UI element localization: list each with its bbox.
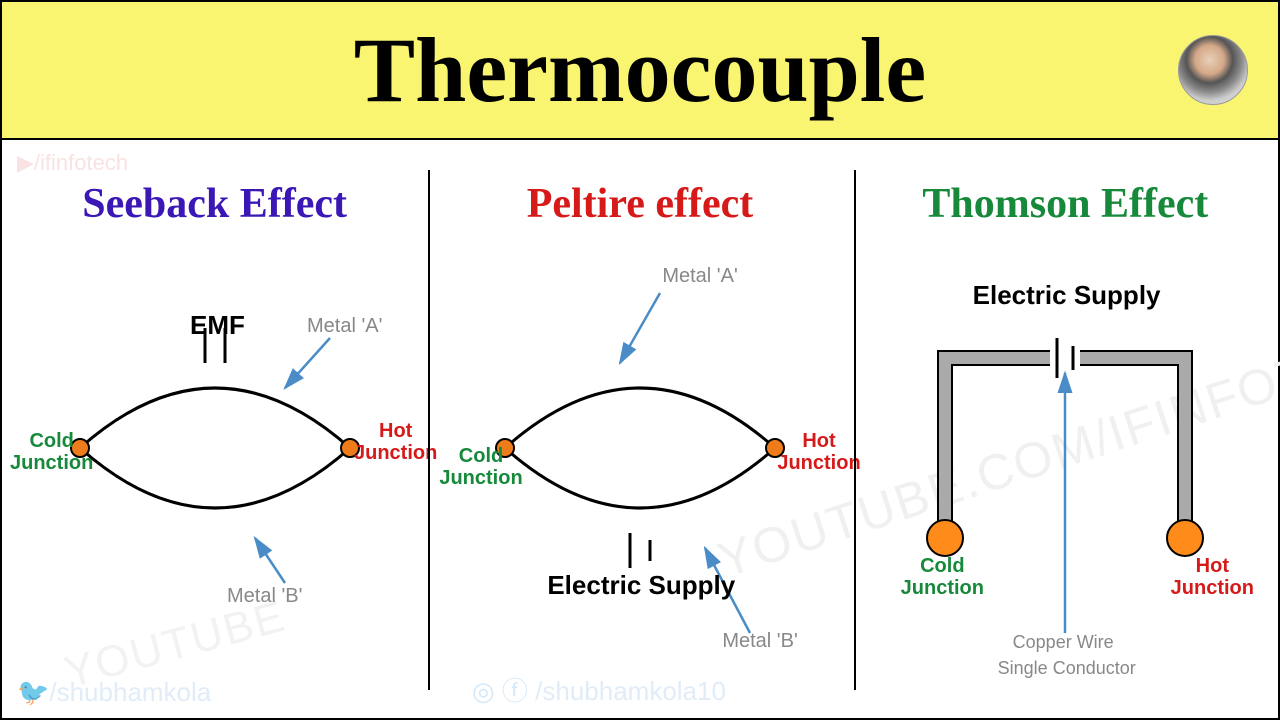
metal-a-label: Metal 'A' <box>307 315 382 338</box>
page-title: Thermocouple <box>354 17 926 123</box>
panel-thomson: Thomson Effect Electric Supply <box>853 140 1278 718</box>
single-conductor-label: Single Conductor <box>998 658 1136 679</box>
copper-wire-label: Copper Wire <box>1013 632 1114 653</box>
metal-b-label-p: Metal 'B' <box>722 630 797 653</box>
electric-supply-label-p: Electric Supply <box>547 570 735 601</box>
metal-b-label: Metal 'B' <box>227 585 302 608</box>
hot-junction-label-t: HotJunction <box>1171 555 1254 599</box>
hot-junction-label: HotJunction <box>354 420 437 464</box>
panel-peltire: Peltire effect Metal 'A' Metal 'B' Elect… <box>427 140 852 718</box>
watermark-bottom-center: ◎ ⓕ /shubhamkola10 <box>472 671 726 708</box>
peltire-title: Peltire effect <box>427 180 852 228</box>
watermark-bottom-left: 🐦/shubhamkola <box>17 677 211 708</box>
electric-supply-label-t: Electric Supply <box>973 280 1161 311</box>
watermark-handle-top: ▶/ifinfotech <box>17 150 128 176</box>
content-area: YOUTUBE.COM/IFINFOTECH YOUTUBE ▶/ifinfot… <box>0 140 1280 720</box>
cold-junction-label: ColdJunction <box>10 430 93 474</box>
emf-label: EMF <box>190 310 245 341</box>
panel-seeback: ▶/ifinfotech Seeback Effect EMF Metal <box>2 140 427 718</box>
cold-junction-label-t: ColdJunction <box>901 555 984 599</box>
author-avatar <box>1178 35 1248 105</box>
metal-a-label-p: Metal 'A' <box>662 265 737 288</box>
header-banner: Thermocouple <box>0 0 1280 140</box>
thomson-title: Thomson Effect <box>853 180 1278 228</box>
cold-junction-label-p: ColdJunction <box>439 445 522 489</box>
hot-junction-label-p: HotJunction <box>777 430 860 474</box>
seeback-title: Seeback Effect <box>2 180 427 228</box>
